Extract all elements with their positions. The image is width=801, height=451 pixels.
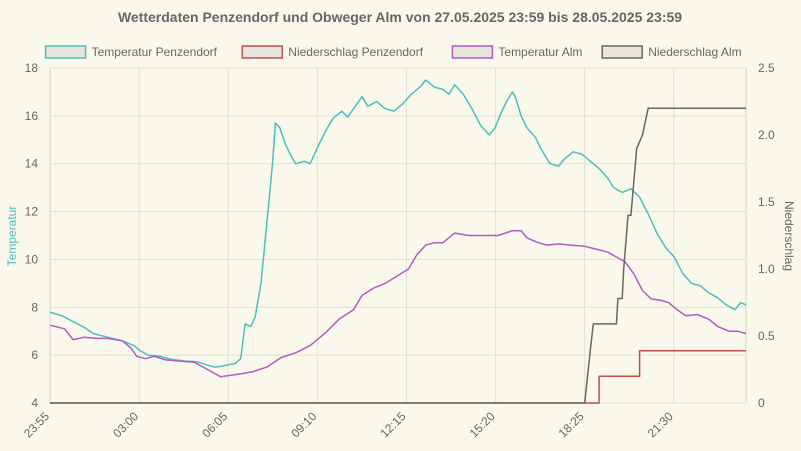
y-left-tick-label: 4 bbox=[31, 396, 38, 410]
y-right-tick-label: 1.0 bbox=[758, 262, 775, 276]
y-right-tick-label: 2.5 bbox=[758, 61, 775, 75]
y-left-tick-label: 14 bbox=[25, 157, 39, 171]
y-left-tick-label: 16 bbox=[25, 109, 39, 123]
legend-label: Temperatur Penzendorf bbox=[92, 45, 218, 59]
y-axis-right-label: Niederschlag bbox=[782, 201, 796, 271]
legend-swatch bbox=[44, 45, 87, 59]
legend-label: Temperatur Alm bbox=[498, 45, 582, 59]
legend-swatch bbox=[601, 45, 643, 59]
series-line-1 bbox=[49, 79, 747, 368]
y-left-tick-label: 12 bbox=[25, 205, 39, 219]
chart-title: Wetterdaten Penzendorf und Obweger Alm v… bbox=[118, 9, 682, 25]
legend-swatch bbox=[451, 45, 494, 59]
y-left-tick-label: 8 bbox=[31, 300, 38, 314]
series-group bbox=[49, 79, 747, 404]
y-left-tick-label: 18 bbox=[25, 61, 39, 75]
series-line-3 bbox=[49, 229, 747, 378]
legend-label: Niederschlag Penzendorf bbox=[288, 45, 423, 59]
y-right-tick-label: 0.5 bbox=[758, 329, 775, 343]
legend-swatch bbox=[241, 45, 284, 59]
y-right-tick-label: 2.0 bbox=[758, 128, 775, 142]
series-line-4 bbox=[50, 107, 746, 404]
y-right-tick-label: 0 bbox=[758, 396, 765, 410]
legend-label: Niederschlag Alm bbox=[648, 45, 741, 59]
y-right-tick-label: 1.5 bbox=[758, 195, 775, 209]
y-axis-left-label: Temperatur bbox=[5, 206, 19, 267]
y-left-tick-label: 6 bbox=[31, 348, 38, 362]
legend: Temperatur Penzendorf Niederschlag Penzen… bbox=[44, 45, 742, 59]
y-left-tick-label: 10 bbox=[25, 252, 39, 266]
